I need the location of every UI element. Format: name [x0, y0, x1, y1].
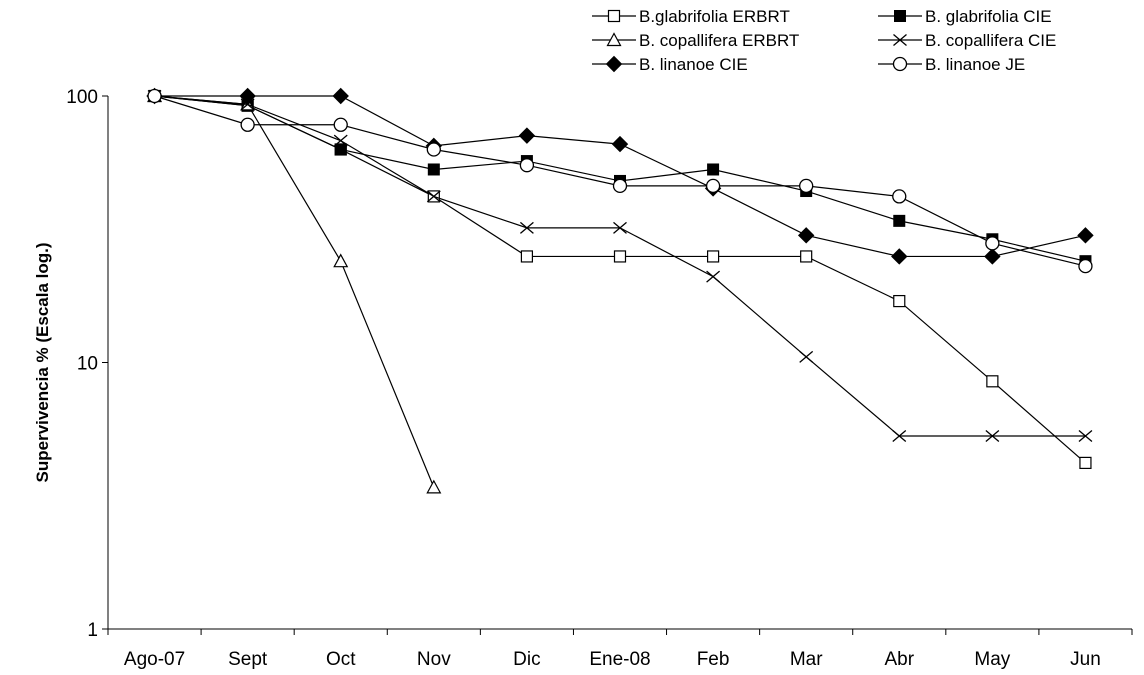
x-tick-label: Dic — [513, 649, 540, 670]
series-layer — [146, 87, 1094, 494]
open-triangle-marker — [606, 32, 622, 47]
filled-diamond-marker — [239, 87, 256, 105]
series-line — [154, 95, 435, 488]
cross-marker — [799, 350, 814, 363]
open-circle-marker — [426, 142, 441, 157]
filled-square-marker — [893, 214, 906, 227]
open-circle-marker — [985, 236, 1000, 251]
x-tick-label: Abr — [884, 649, 914, 670]
legend-label: B. copallifera ERBRT — [639, 31, 799, 50]
x-tick-label: Mar — [790, 649, 823, 670]
legend-entry: B.glabrifolia ERBRT — [592, 7, 790, 26]
x-tick-label: Ago-07 — [124, 649, 185, 670]
x-tick-label: Sept — [228, 649, 268, 670]
open-square-marker — [986, 375, 999, 388]
cross-marker — [426, 190, 441, 203]
open-square-marker — [800, 250, 813, 263]
open-square-marker — [706, 250, 720, 263]
filled-diamond-marker — [797, 227, 815, 244]
open-square-marker — [607, 9, 621, 23]
open-circle-marker — [612, 178, 628, 194]
legend-entry: B. copallifera CIE — [878, 31, 1056, 50]
cross-marker — [240, 98, 255, 111]
open-triangle-marker — [426, 479, 442, 494]
series-3 — [147, 88, 442, 494]
cross-marker — [613, 221, 627, 234]
cross-marker — [893, 34, 907, 46]
x-tick-label: Ene-08 — [589, 649, 650, 670]
open-triangle-marker — [333, 253, 349, 268]
open-square-marker — [1079, 456, 1092, 470]
open-circle-marker — [892, 189, 907, 204]
legend-label: B. copallifera CIE — [925, 31, 1056, 50]
legend-label: B. linanoe JE — [925, 55, 1025, 74]
x-tick-label: May — [974, 649, 1010, 670]
chart-axes — [102, 95, 1133, 635]
x-tick-label: Nov — [417, 649, 451, 670]
legend-entry: B. linanoe CIE — [592, 55, 748, 74]
filled-square-marker — [707, 163, 720, 176]
legend-entry: B. glabrifolia CIE — [878, 7, 1052, 26]
cross-marker — [892, 429, 907, 442]
open-circle-marker — [1078, 258, 1093, 274]
cross-marker — [1078, 429, 1093, 442]
legend-label: B.glabrifolia ERBRT — [639, 7, 790, 26]
x-tick-label: Oct — [326, 649, 356, 670]
series-6 — [147, 88, 1093, 274]
filled-square-marker — [894, 10, 906, 22]
open-circle-marker — [147, 88, 162, 104]
legend: B.glabrifolia ERBRT B. glabrifolia CIE B. … — [592, 7, 1056, 74]
filled-square-marker — [427, 163, 440, 176]
filled-diamond-marker — [611, 135, 629, 153]
cross-marker — [706, 270, 721, 283]
open-circle-marker — [799, 178, 814, 194]
y-tick-label: 100 — [66, 87, 98, 108]
legend-entry: B. linanoe JE — [878, 55, 1025, 74]
open-circle-marker — [333, 117, 348, 132]
open-circle-marker — [519, 158, 535, 173]
open-square-marker — [613, 250, 627, 263]
open-square-marker — [893, 294, 906, 308]
y-axis-title: Supervivencia % (Escala log.) — [33, 243, 52, 483]
series-4 — [147, 90, 1093, 442]
legend-entry: B. copallifera ERBRT — [592, 31, 799, 50]
filled-diamond-marker — [332, 87, 349, 105]
open-square-marker — [520, 250, 534, 263]
cross-marker — [333, 134, 348, 147]
filled-square-marker — [334, 143, 347, 156]
series-2 — [148, 90, 1092, 268]
filled-diamond-marker — [891, 248, 908, 265]
y-tick-labels: 1 10 100 — [66, 87, 98, 641]
legend-label: B. glabrifolia CIE — [925, 7, 1052, 26]
legend-label: B. linanoe CIE — [639, 55, 748, 74]
filled-diamond-marker — [605, 55, 623, 73]
y-tick-label: 10 — [77, 354, 98, 375]
y-tick-label: 1 — [87, 620, 98, 641]
filled-diamond-marker — [1077, 227, 1094, 244]
open-circle-marker — [892, 56, 908, 72]
x-tick-label: Jun — [1070, 649, 1101, 670]
filled-diamond-marker — [518, 127, 536, 144]
cross-marker — [985, 429, 1000, 442]
filled-diamond-marker — [984, 248, 1001, 265]
x-tick-label: Feb — [697, 649, 730, 670]
x-tick-labels: Ago-07 Sept Oct Nov Dic Ene-08 Feb Mar Abr May Jun — [124, 649, 1101, 670]
cross-marker — [519, 221, 534, 234]
open-circle-marker — [240, 117, 255, 132]
open-circle-marker — [705, 178, 721, 194]
